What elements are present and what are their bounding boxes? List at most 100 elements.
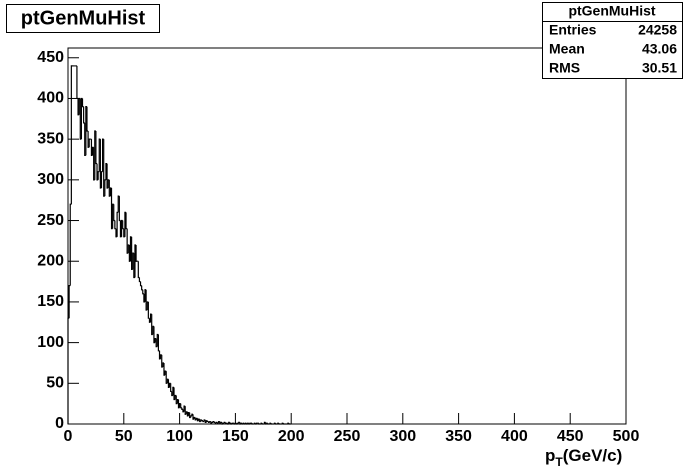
histogram-bin [287,422,289,424]
histogram-bin [184,406,187,415]
histogram-bin [123,228,125,238]
x-label-sub: T [555,455,563,469]
histogram-bin [234,422,237,424]
x-label-base: p [545,446,555,465]
histogram-bin [85,105,87,156]
stats-value: 30.51 [642,60,677,76]
histogram-bin [70,65,73,205]
histogram-bin [166,378,169,384]
x-tick-label: 50 [115,428,133,445]
histogram-bin [175,395,178,405]
histogram-bin [84,122,86,157]
histogram-bin [105,162,108,180]
histogram-bin [223,421,226,424]
histogram-bin [195,417,198,420]
histogram-bin [193,416,196,420]
histogram-bin [229,422,231,424]
x-tick-label: 200 [278,428,305,445]
x-tick-label: 0 [64,428,73,445]
histogram-bin [97,171,100,180]
histogram-bin [154,337,157,343]
histogram-bin [167,379,170,388]
histogram-bin [281,422,284,424]
histogram-bin [213,421,216,423]
histogram-bin [145,289,148,311]
histogram-bin [100,171,103,188]
histogram-bin [133,253,135,279]
chart-title: ptGenMuHist [21,7,146,29]
histogram-bin [228,421,230,424]
histogram-bin [141,285,143,291]
x-tick-label: 450 [557,428,584,445]
histogram-bin [194,417,197,421]
histogram-bin [146,301,149,311]
y-tick-label: 300 [37,171,64,188]
histogram-bin [242,422,245,424]
y-tick-label: 250 [37,212,64,229]
histogram-bin [139,281,142,287]
histogram-bin [231,422,234,424]
histogram-bin [106,163,109,189]
histogram-bin [162,362,164,368]
histogram-bin [127,244,130,254]
histogram-bin [90,139,93,157]
stats-title: ptGenMuHist [568,3,655,19]
histogram-bin [81,98,84,108]
histogram-bin [119,220,122,238]
histogram-bin [253,422,256,424]
histogram-bin [249,422,252,424]
y-tick-label: 150 [37,293,64,310]
histogram-bin [273,422,276,424]
histogram-bin [122,220,124,230]
y-tick-label: 50 [46,375,64,392]
y-tick-label: 200 [37,252,64,269]
histogram-bin [124,211,127,237]
title-box [6,4,160,33]
stats-label: Entries [549,22,597,38]
histogram-bin [277,422,279,424]
x-tick-label: 250 [334,428,361,445]
histogram-bin [267,423,269,425]
y-tick-label: 350 [37,130,64,147]
histogram-bin [185,411,188,415]
stats-frame [542,2,683,79]
histogram-bin [240,422,243,424]
histogram-bin [187,412,190,416]
x-tick-label: 350 [445,428,472,445]
histogram-bin [266,422,268,424]
x-tick-label: 150 [222,428,249,445]
histogram-bin [270,423,273,425]
histogram-bin [144,289,147,302]
y-tick-label: 0 [55,415,64,432]
histogram-bin [69,203,72,286]
histogram-bin [77,98,80,116]
histogram-bin [251,423,254,425]
histogram-bin [256,422,258,424]
stats-box: ptGenMuHist Entries 24258 Mean 43.06 RMS 30.5… [542,2,683,79]
histogram-bin [79,98,82,140]
histogram-bin [156,333,159,347]
histogram-bin [218,420,220,424]
histogram-bin [147,301,150,319]
histogram-bin [247,422,249,424]
histogram-bin [134,244,137,278]
histogram-bin [135,244,138,262]
histogram-bin [261,423,264,425]
histogram-bin [177,399,180,409]
histogram-bin [99,139,102,189]
histogram-bin [126,228,129,254]
histogram-bin [107,179,110,188]
histogram-bin [88,138,91,148]
y-tick-label: 450 [37,49,64,66]
histogram-bin [278,423,281,425]
x-tick-label: 500 [613,428,640,445]
histogram-bin [174,394,177,400]
histogram-bin [125,212,128,230]
histogram-bin [282,423,285,425]
histogram-bin [168,382,171,388]
x-tick-label: 300 [389,428,416,445]
histogram-bin [244,422,247,424]
histogram-bin [288,423,291,425]
histogram-bin [206,420,209,423]
